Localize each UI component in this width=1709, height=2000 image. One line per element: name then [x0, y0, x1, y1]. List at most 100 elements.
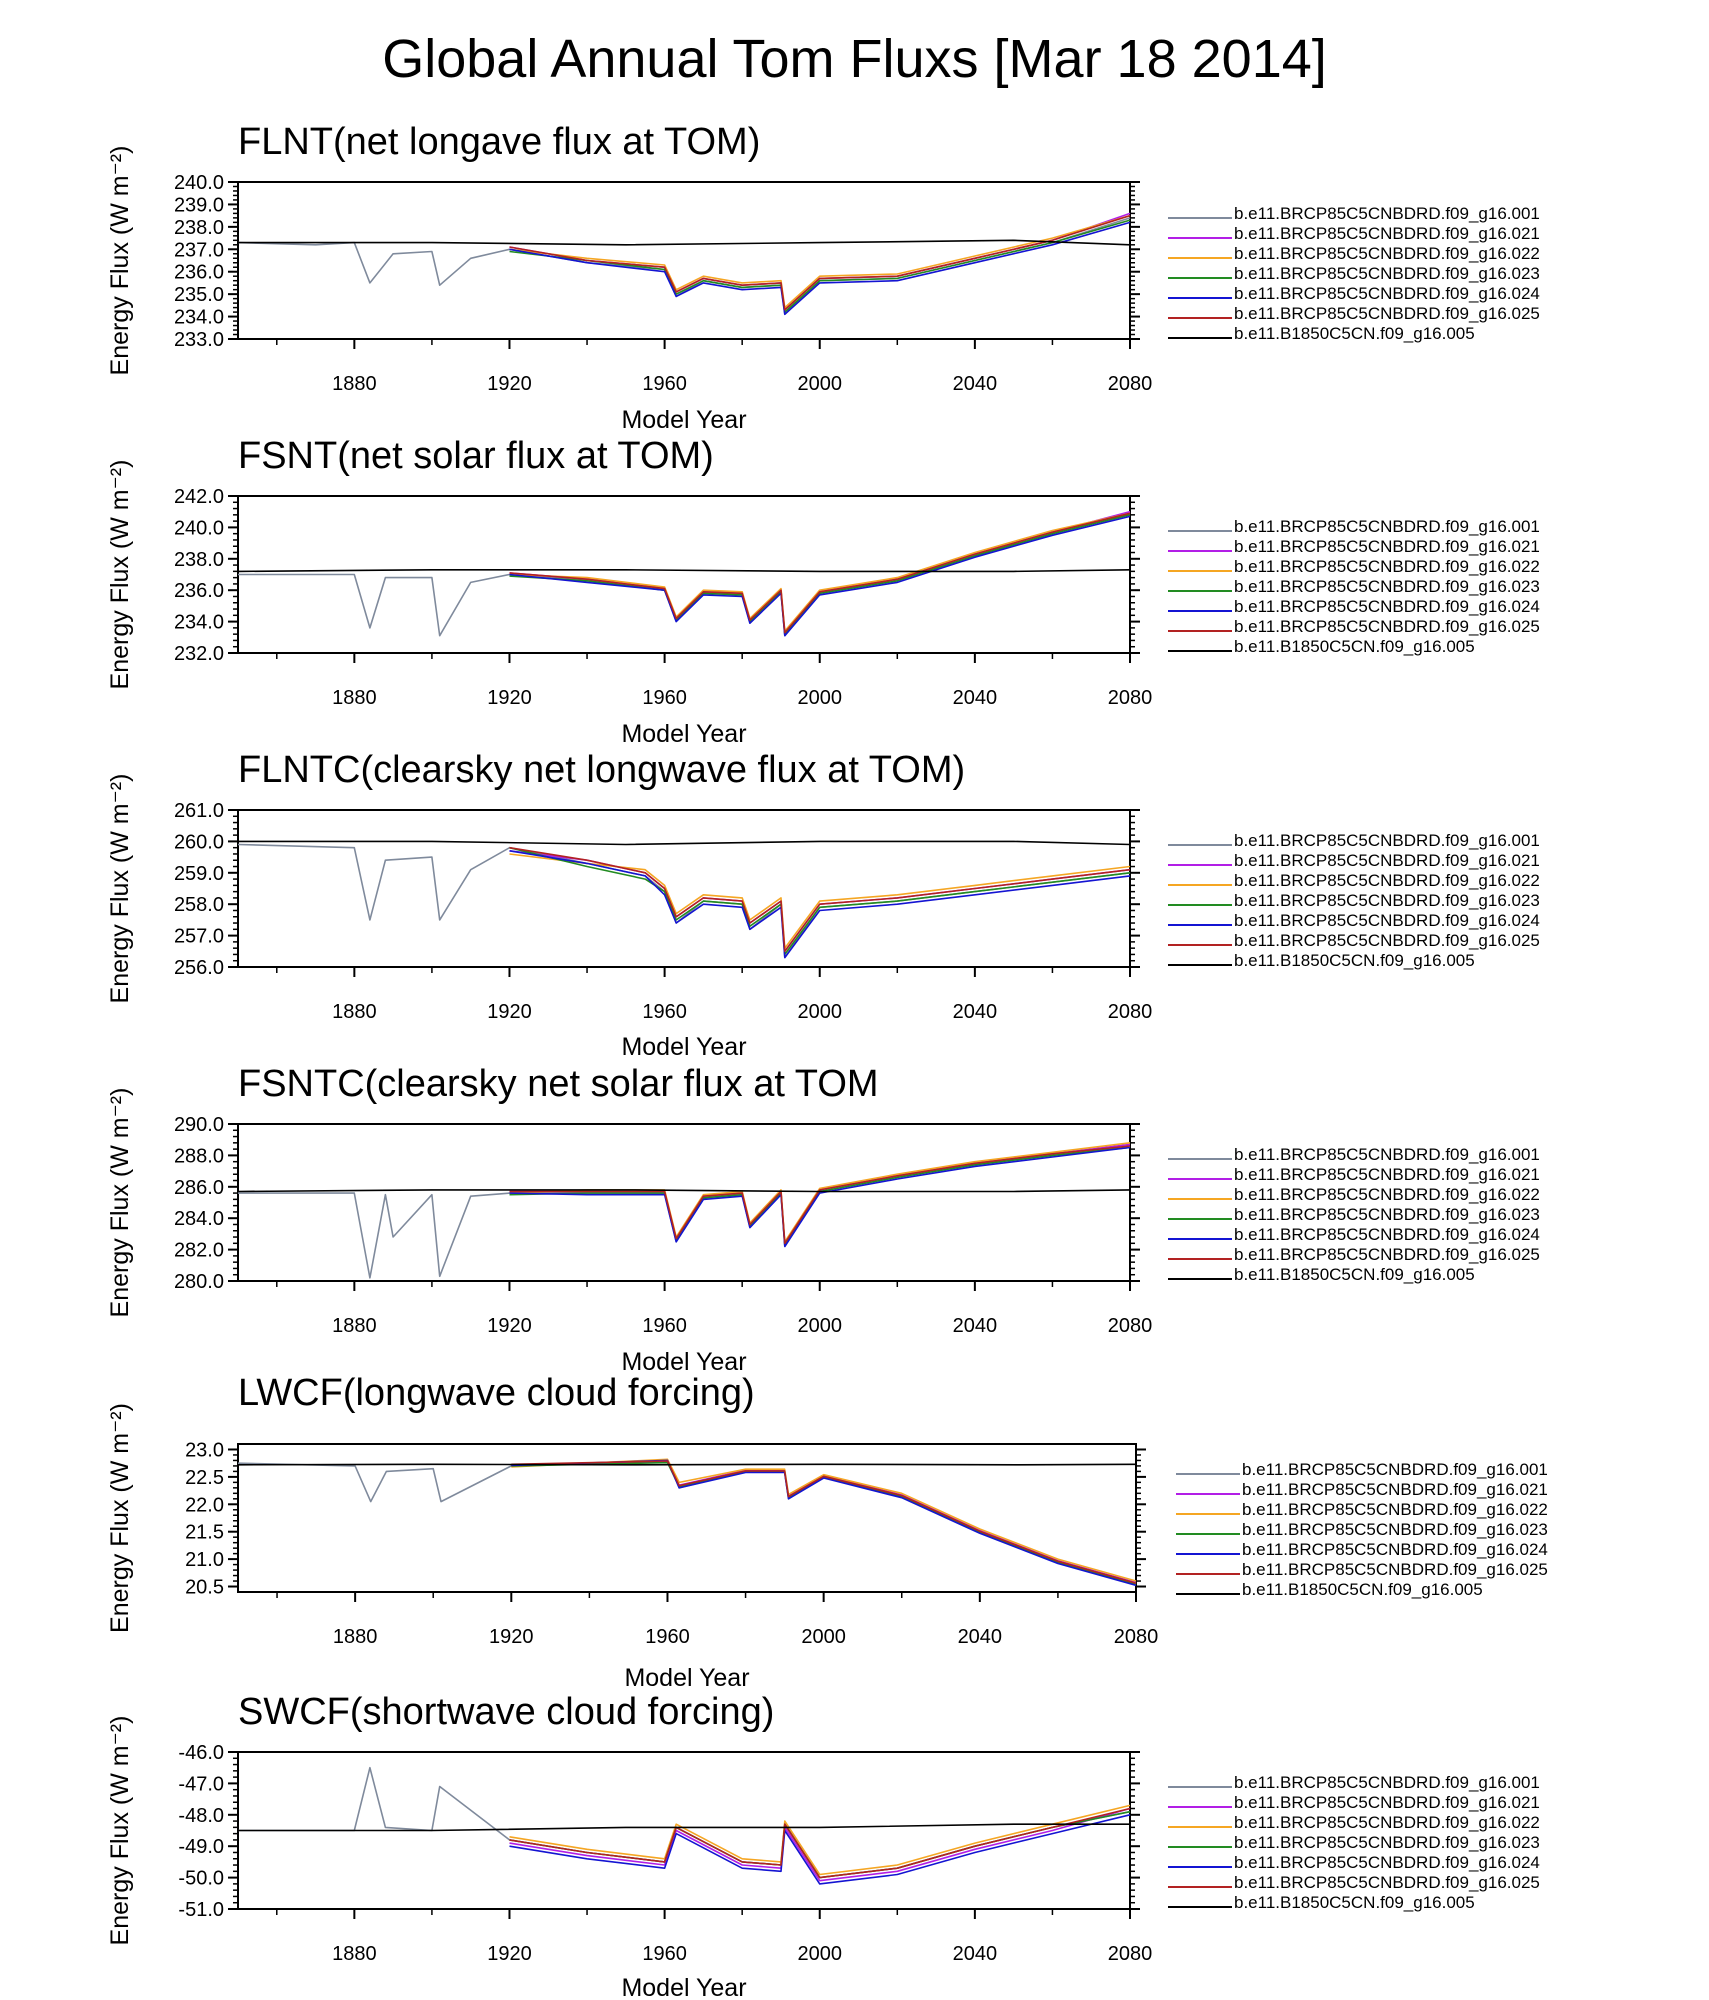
- y-tick-label: 21.5: [185, 1522, 224, 1544]
- x-tick-label: 2040: [953, 1943, 998, 1965]
- series-line: [237, 568, 1131, 573]
- y-tick-label: 238.0: [174, 549, 224, 571]
- y-axis-label: Energy Flux (W m⁻²): [106, 774, 134, 1004]
- series-line: [238, 1145, 1131, 1279]
- series-line: [509, 214, 1131, 309]
- x-tick-label: 1960: [642, 1001, 687, 1023]
- plot-frame: [237, 495, 1131, 654]
- legend-label: b.e11.BRCP85C5CNBDRD.f09_g16.021: [1234, 1165, 1540, 1184]
- x-tick-label: 2040: [953, 687, 998, 709]
- y-tick-label: 22.5: [185, 1467, 224, 1489]
- y-tick-label: 260.0: [174, 831, 224, 853]
- legend-label: b.e11.BRCP85C5CNBDRD.f09_g16.021: [1242, 1480, 1548, 1499]
- series-line: [237, 1459, 1137, 1585]
- x-tick-label: 2040: [953, 373, 998, 395]
- y-tick-label: 239.0: [174, 194, 224, 216]
- legend-label: b.e11.BRCP85C5CNBDRD.f09_g16.022: [1234, 1185, 1540, 1204]
- plot-frame: [237, 181, 1131, 340]
- y-tick-label: 242.0: [174, 486, 224, 508]
- x-tick-label: 2080: [1108, 1001, 1153, 1023]
- series-line: [238, 1823, 1130, 1832]
- figure-title: Global Annual Tom Fluxs [Mar 18 2014]: [382, 29, 1327, 89]
- legend-label: b.e11.BRCP85C5CNBDRD.f09_g16.023: [1234, 264, 1540, 283]
- y-tick-label: 235.0: [174, 284, 224, 306]
- panel-title: SWCF(shortwave cloud forcing): [238, 1691, 774, 1733]
- x-tick-label: 2080: [1108, 1315, 1153, 1337]
- y-axis-label: Energy Flux (W m⁻²): [106, 1403, 134, 1633]
- y-axis-label: Energy Flux (W m⁻²): [106, 460, 134, 690]
- x-axis-label: Model Year: [624, 1664, 749, 1692]
- legend-label: b.e11.BRCP85C5CNBDRD.f09_g16.025: [1234, 1245, 1540, 1264]
- legend-label: b.e11.BRCP85C5CNBDRD.f09_g16.024: [1234, 911, 1540, 930]
- y-tick-label: -51.0: [178, 1899, 224, 1921]
- x-axis-label: Model Year: [621, 720, 746, 748]
- legend-label: b.e11.BRCP85C5CNBDRD.f09_g16.025: [1234, 1873, 1540, 1892]
- legend-label: b.e11.BRCP85C5CNBDRD.f09_g16.023: [1234, 1205, 1540, 1224]
- y-tick-label: 237.0: [174, 239, 224, 261]
- x-tick-label: 1880: [332, 687, 377, 709]
- series-line: [509, 846, 1131, 953]
- legend-label: b.e11.BRCP85C5CNBDRD.f09_g16.025: [1234, 931, 1540, 950]
- y-axis-label: Energy Flux (W m⁻²): [106, 1088, 134, 1318]
- legend-label: b.e11.B1850C5CN.f09_g16.005: [1234, 324, 1475, 343]
- series-line: [511, 1460, 1137, 1584]
- series-line: [509, 1807, 1131, 1879]
- y-tick-label: 259.0: [174, 863, 224, 885]
- x-tick-label: 1960: [642, 373, 687, 395]
- legend-label: b.e11.BRCP85C5CNBDRD.f09_g16.001: [1242, 1460, 1548, 1479]
- x-tick-label: 2000: [797, 687, 842, 709]
- series-line: [509, 1810, 1131, 1879]
- legend-label: b.e11.BRCP85C5CNBDRD.f09_g16.023: [1234, 1833, 1540, 1852]
- legend-label: b.e11.BRCP85C5CNBDRD.f09_g16.022: [1234, 244, 1540, 263]
- legend-label: b.e11.BRCP85C5CNBDRD.f09_g16.021: [1234, 537, 1540, 556]
- plot-frame: [237, 1123, 1131, 1282]
- y-tick-label: -47.0: [178, 1773, 224, 1795]
- x-tick-label: 2000: [797, 1315, 842, 1337]
- series-line: [509, 1804, 1131, 1876]
- legend-label: b.e11.BRCP85C5CNBDRD.f09_g16.023: [1234, 891, 1540, 910]
- legend-label: b.e11.BRCP85C5CNBDRD.f09_g16.021: [1234, 1793, 1540, 1812]
- y-tick-label: 240.0: [174, 517, 224, 539]
- y-tick-label: 261.0: [174, 800, 224, 822]
- x-tick-label: 1920: [487, 1943, 532, 1965]
- y-tick-label: 234.0: [174, 307, 224, 329]
- y-axis-label: Energy Flux (W m⁻²): [106, 146, 134, 376]
- x-tick-label: 2000: [797, 1001, 842, 1023]
- series-line: [509, 221, 1131, 316]
- legend-label: b.e11.BRCP85C5CNBDRD.f09_g16.021: [1234, 224, 1540, 243]
- y-tick-label: -49.0: [178, 1836, 224, 1858]
- y-tick-label: 257.0: [174, 926, 224, 948]
- y-tick-label: 21.0: [185, 1549, 224, 1571]
- legend-label: b.e11.BRCP85C5CNBDRD.f09_g16.024: [1234, 597, 1540, 616]
- y-tick-label: -50.0: [178, 1868, 224, 1890]
- legend-label: b.e11.BRCP85C5CNBDRD.f09_g16.023: [1242, 1520, 1548, 1539]
- y-tick-label: 288.0: [174, 1145, 224, 1167]
- series-line: [509, 214, 1131, 311]
- legend-label: b.e11.BRCP85C5CNBDRD.f09_g16.021: [1234, 851, 1540, 870]
- legend-label: b.e11.BRCP85C5CNBDRD.f09_g16.025: [1234, 304, 1540, 323]
- x-tick-label: 2080: [1114, 1626, 1159, 1648]
- series-line: [237, 217, 1131, 316]
- x-tick-label: 2000: [797, 1943, 842, 1965]
- legend-label: b.e11.BRCP85C5CNBDRD.f09_g16.024: [1234, 284, 1540, 303]
- x-tick-label: 2040: [958, 1626, 1003, 1648]
- x-tick-label: 2000: [797, 373, 842, 395]
- series-line: [509, 1146, 1131, 1248]
- legend-label: b.e11.BRCP85C5CNBDRD.f09_g16.023: [1234, 577, 1540, 596]
- series-line: [511, 1460, 1137, 1584]
- legend-label: b.e11.B1850C5CN.f09_g16.005: [1242, 1580, 1483, 1599]
- x-tick-label: 1880: [332, 1315, 377, 1337]
- series-line: [509, 514, 1131, 636]
- x-tick-label: 1960: [642, 1315, 687, 1337]
- x-tick-label: 2080: [1108, 687, 1153, 709]
- y-tick-label: 236.0: [174, 580, 224, 602]
- x-tick-label: 2080: [1108, 373, 1153, 395]
- x-axis-label: Model Year: [621, 1348, 746, 1376]
- series-line: [509, 1146, 1131, 1246]
- y-tick-label: 258.0: [174, 894, 224, 916]
- legend-label: b.e11.BRCP85C5CNBDRD.f09_g16.022: [1234, 871, 1540, 890]
- legend-label: b.e11.BRCP85C5CNBDRD.f09_g16.024: [1234, 1225, 1540, 1244]
- x-tick-label: 1960: [642, 687, 687, 709]
- x-tick-label: 2040: [953, 1001, 998, 1023]
